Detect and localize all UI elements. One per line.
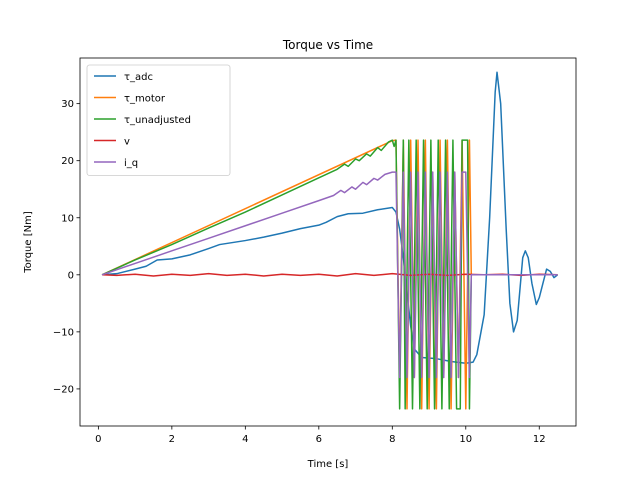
plot-frame bbox=[79, 57, 577, 427]
chart-title: Torque vs Time bbox=[282, 38, 373, 52]
x-tick-label: 4 bbox=[242, 434, 248, 445]
legend-label-1: τ_motor bbox=[124, 94, 166, 105]
series-line-4 bbox=[101, 171, 558, 379]
series-line-0 bbox=[101, 71, 559, 364]
y-tick-label: 30 bbox=[61, 99, 74, 110]
y-tick-label: −10 bbox=[53, 327, 74, 338]
series-line-2 bbox=[101, 139, 558, 410]
legend-label-2: τ_unadjusted bbox=[124, 115, 191, 126]
y-tick-label: 20 bbox=[61, 156, 74, 167]
x-axis-label: Time [s] bbox=[307, 459, 349, 470]
x-axis: 0 2 4 6 8 10 12 bbox=[95, 426, 546, 445]
x-tick-label: 0 bbox=[95, 434, 101, 445]
y-tick-label: 0 bbox=[68, 270, 74, 281]
plot-area bbox=[101, 71, 559, 410]
x-tick-label: 6 bbox=[316, 434, 322, 445]
x-tick-label: 10 bbox=[459, 434, 472, 445]
y-axis: −20 −10 0 10 20 30 bbox=[53, 99, 80, 395]
x-tick-label: 8 bbox=[389, 434, 395, 445]
y-tick-label: −20 bbox=[53, 384, 74, 395]
legend-box bbox=[86, 64, 231, 176]
y-tick-label: 10 bbox=[61, 213, 74, 224]
legend-label-4: i_q bbox=[124, 158, 138, 169]
legend-label-3: v bbox=[124, 137, 130, 148]
y-axis-label: Torque [Nm] bbox=[23, 211, 34, 274]
x-tick-label: 2 bbox=[169, 434, 175, 445]
legend-label-0: τ_adc bbox=[124, 72, 153, 83]
x-tick-label: 12 bbox=[533, 434, 546, 445]
